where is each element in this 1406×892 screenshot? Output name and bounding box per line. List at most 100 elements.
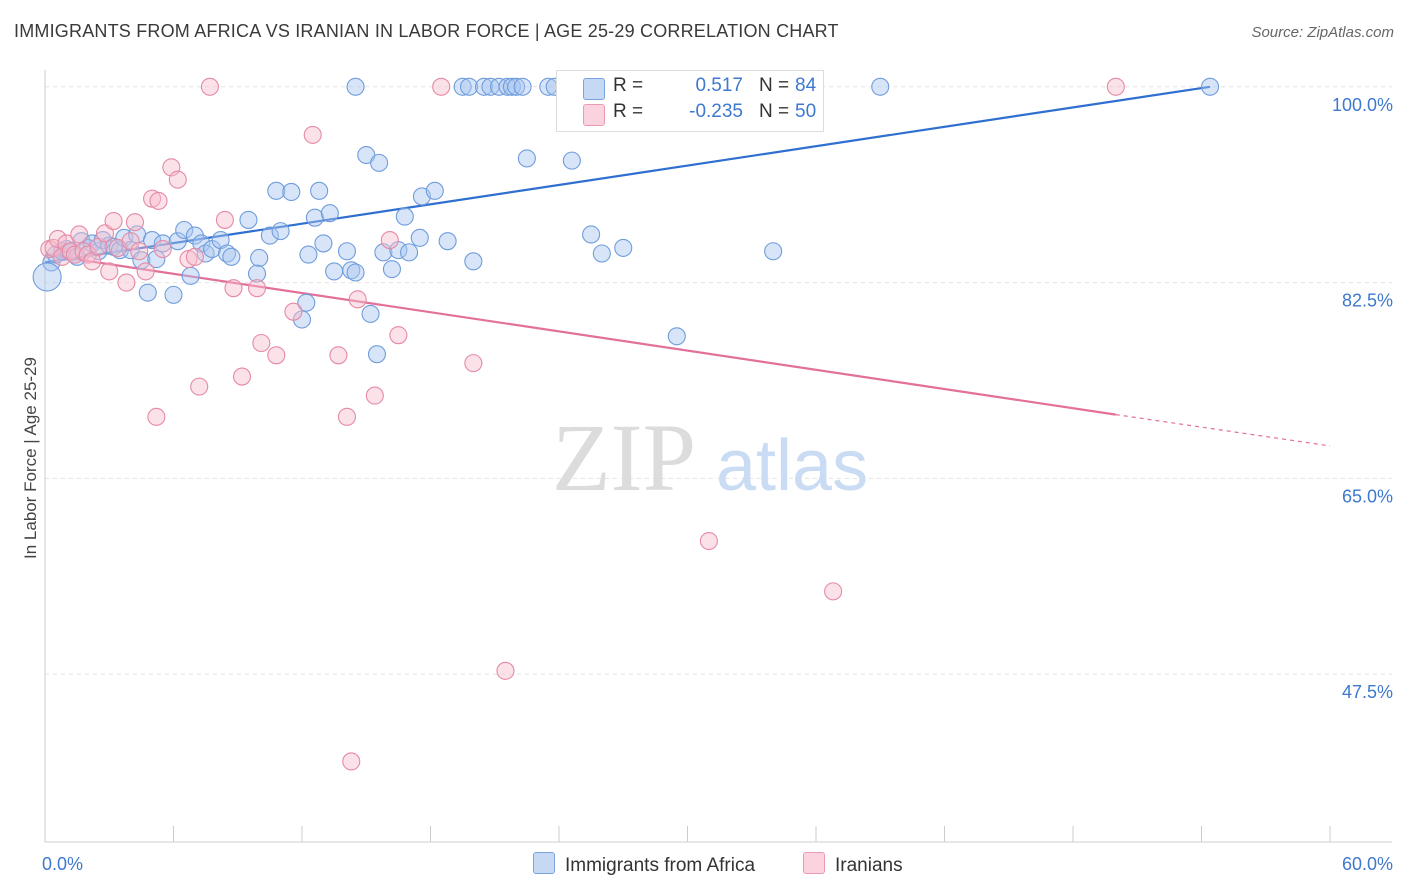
africa-point xyxy=(592,244,611,263)
africa-point xyxy=(400,243,419,262)
iranian-point xyxy=(104,211,123,231)
bottom-legend-label-africa: Immigrants from Africa xyxy=(565,855,756,876)
bottom-legend-label-iranians: Iranians xyxy=(835,855,903,876)
iranian-point xyxy=(185,247,204,266)
iranian-point xyxy=(70,225,89,244)
africa-point xyxy=(299,245,318,264)
iranian-point xyxy=(48,229,67,248)
africa-point xyxy=(517,149,536,168)
africa-point xyxy=(871,77,890,96)
watermark: ZIP atlas xyxy=(552,404,868,511)
x-tick-label: 0.0% xyxy=(42,854,83,874)
africa-point xyxy=(425,181,444,200)
y-tick-label: 47.5% xyxy=(1342,682,1393,702)
bottom-legend-africa: Immigrants from Africa xyxy=(533,852,755,876)
y-axis-label: In Labor Force | Age 25-29 xyxy=(21,357,40,559)
legend-box: R = 0.517 N = 84 R = -0.235 N = 50 xyxy=(556,70,824,132)
iranian-point xyxy=(215,210,234,229)
tick-labels: 100.0% 82.5% 65.0% 47.5% 0.0% 60.0% xyxy=(42,95,1393,874)
bottom-legend-swatch-africa xyxy=(533,852,555,874)
iranian-point xyxy=(125,213,144,232)
africa-point xyxy=(370,153,389,172)
africa-point xyxy=(267,181,286,200)
africa-point xyxy=(175,220,194,240)
africa-point xyxy=(325,262,344,281)
iranian-point xyxy=(303,125,322,144)
africa-point xyxy=(164,285,183,304)
iranian-point xyxy=(130,242,149,261)
africa-point xyxy=(562,151,581,170)
africa-point xyxy=(250,248,269,268)
iranian-point xyxy=(1106,77,1125,96)
africa-point xyxy=(438,232,457,251)
trend-line-africa xyxy=(44,85,1211,264)
africa-point xyxy=(305,208,324,227)
africa-point xyxy=(239,210,258,229)
legend-r-value-iranians: -0.235 xyxy=(689,101,743,122)
africa-point xyxy=(464,252,483,271)
legend-n-label: N = xyxy=(759,75,790,96)
series-iranians-points xyxy=(40,77,1125,771)
bottom-legend-swatch-iranians xyxy=(803,852,825,874)
legend-swatch-africa xyxy=(583,78,605,100)
africa-point xyxy=(132,251,151,270)
africa-point xyxy=(337,242,357,261)
iranian-point xyxy=(365,386,384,405)
iranian-point xyxy=(232,367,252,386)
africa-point xyxy=(1201,77,1220,96)
iranian-point xyxy=(432,77,451,96)
iranian-point xyxy=(168,170,187,189)
africa-point xyxy=(247,264,267,283)
legend-n-label: N = xyxy=(759,101,790,122)
iranian-point xyxy=(464,354,483,373)
africa-point xyxy=(474,77,494,96)
iranian-point xyxy=(329,346,348,365)
africa-point xyxy=(764,242,783,261)
iranian-point xyxy=(95,224,115,243)
africa-point xyxy=(310,181,329,200)
africa-point xyxy=(614,238,633,257)
africa-point xyxy=(222,247,241,266)
iranian-point xyxy=(200,77,219,96)
africa-point xyxy=(168,232,187,251)
chart-title: IMMIGRANTS FROM AFRICA VS IRANIAN IN LAB… xyxy=(14,21,839,41)
series-africa-points xyxy=(42,77,1220,364)
axes xyxy=(44,70,1392,843)
iranian-point xyxy=(267,346,286,365)
africa-point xyxy=(320,204,339,223)
iranian-point xyxy=(284,302,303,321)
iranian-point xyxy=(342,752,361,771)
iranian-point xyxy=(824,582,843,601)
africa-point xyxy=(32,262,62,292)
y-tick-label: 100.0% xyxy=(1332,95,1393,115)
africa-point xyxy=(314,234,333,253)
iranian-point xyxy=(190,377,209,396)
africa-point xyxy=(582,225,601,244)
legend-r-label: R = xyxy=(613,75,644,96)
africa-point xyxy=(260,226,279,245)
iranian-point xyxy=(348,290,367,309)
iranian-point xyxy=(224,279,243,298)
data-points xyxy=(32,77,1220,771)
legend-swatch-iranians xyxy=(583,104,605,126)
africa-point xyxy=(297,293,316,312)
iranian-point xyxy=(100,262,119,281)
iranian-point xyxy=(247,279,267,298)
iranian-point xyxy=(496,661,515,680)
africa-point xyxy=(181,266,200,285)
iranian-point xyxy=(380,231,399,250)
legend-n-value-iranians: 50 xyxy=(795,101,817,122)
africa-point xyxy=(667,327,686,346)
africa-point xyxy=(459,77,479,96)
africa-point xyxy=(410,228,429,247)
africa-point xyxy=(367,345,387,364)
watermark-zip: ZIP xyxy=(552,404,696,511)
iranian-point xyxy=(389,326,408,345)
africa-point xyxy=(395,207,414,226)
x-tick-label: 60.0% xyxy=(1342,854,1393,874)
africa-point xyxy=(138,283,157,302)
legend-r-label: R = xyxy=(613,101,644,122)
source-label: Source: ZipAtlas.com xyxy=(1251,24,1394,41)
africa-point xyxy=(382,260,402,279)
